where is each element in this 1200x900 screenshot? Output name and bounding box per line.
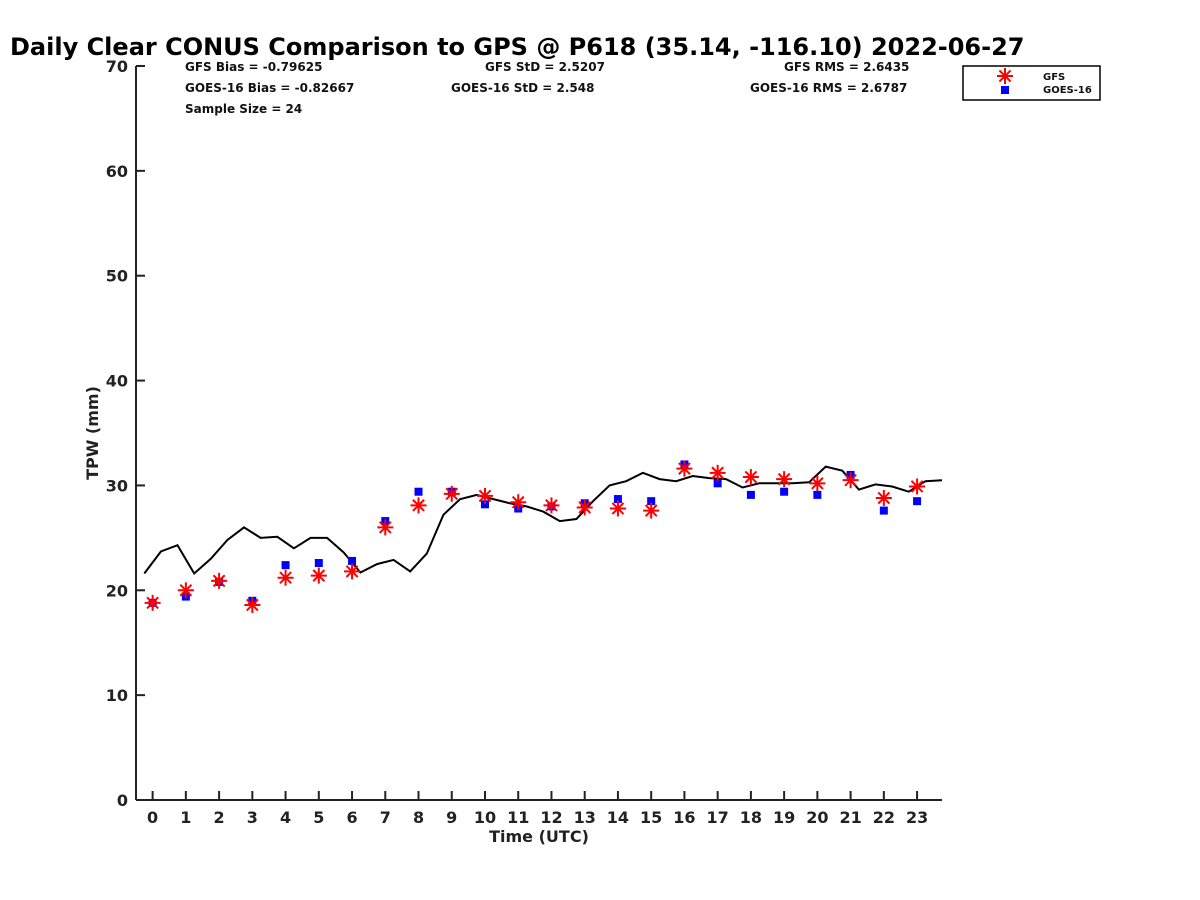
x-tick-label: 14 (607, 808, 629, 827)
gfs-rms-stat: GFS RMS = 2.6435 (784, 60, 909, 74)
x-tick-label: 1 (180, 808, 191, 827)
chart-title: Daily Clear CONUS Comparison to GPS @ P6… (10, 33, 1024, 61)
x-tick-label: 6 (346, 808, 357, 827)
gfs-point (776, 471, 793, 488)
legend-box (962, 65, 1101, 101)
stats-block: GFS Bias = -0.79625 GOES-16 Bias = -0.82… (185, 60, 909, 116)
x-tick-label: 8 (413, 808, 424, 827)
x-tick-label: 10 (474, 808, 496, 827)
gfs-point (277, 569, 294, 586)
goes16-point (813, 490, 822, 499)
x-tick-label: 11 (507, 808, 529, 827)
x-tick-label: 22 (873, 808, 895, 827)
x-tick-label: 19 (773, 808, 795, 827)
gfs-point (543, 497, 560, 514)
x-tick-label: 23 (906, 808, 928, 827)
sample-size-stat: Sample Size = 24 (185, 102, 302, 116)
goes16-point (314, 559, 323, 568)
legend-goes-label: GOES-16 (1043, 85, 1092, 96)
y-tick-label: 70 (106, 57, 128, 76)
goes16-point (713, 479, 722, 488)
goes16-point (348, 556, 357, 565)
gfs-point (809, 475, 826, 492)
x-tick-label: 4 (280, 808, 291, 827)
y-tick-label: 40 (106, 372, 128, 391)
goes16-point (746, 490, 755, 499)
gfs-point (643, 502, 660, 519)
gfs-bias-stat: GFS Bias = -0.79625 (185, 60, 322, 74)
goes-bias-stat: GOES-16 Bias = -0.82667 (185, 81, 354, 95)
x-tick-label: 7 (380, 808, 391, 827)
x-tick-label: 18 (740, 808, 762, 827)
gfs-point (909, 478, 926, 495)
gfs-point (410, 497, 427, 514)
goes16-point (414, 487, 423, 496)
legend-gfs-marker (997, 68, 1013, 84)
gfs-point (443, 485, 460, 502)
goes16-point (780, 487, 789, 496)
gfs-point (609, 500, 626, 517)
gfs-point (476, 487, 493, 504)
y-tick-label: 60 (106, 162, 128, 181)
x-tick-label: 12 (540, 808, 562, 827)
legend-gfs-asterisk (997, 68, 1013, 84)
goes16-point (480, 500, 489, 509)
gfs-point (344, 563, 361, 580)
goes16-point (879, 506, 888, 515)
x-tick-label: 15 (640, 808, 662, 827)
x-tick-label: 0 (147, 808, 158, 827)
goes16-point (281, 561, 290, 570)
y-tick-label: 10 (106, 686, 128, 705)
legend: GFS GOES-16 (962, 65, 1101, 101)
x-tick-label: 16 (673, 808, 695, 827)
gfs-point (576, 499, 593, 516)
goes-std-stat: GOES-16 StD = 2.548 (451, 81, 594, 95)
y-tick-label: 50 (106, 267, 128, 286)
goes16-point (613, 495, 622, 504)
gfs-point (377, 519, 394, 536)
gfs-point (144, 594, 161, 611)
gfs-point (244, 596, 261, 613)
gfs-point (310, 567, 327, 584)
gfs-point (510, 494, 527, 511)
x-axis-label: Time (UTC) (489, 827, 589, 846)
x-tick-label: 5 (313, 808, 324, 827)
goes16-point (647, 497, 656, 506)
goes-rms-stat: GOES-16 RMS = 2.6787 (750, 81, 907, 95)
legend-gfs-label: GFS (1043, 72, 1065, 83)
gfs-point (211, 572, 228, 589)
x-tick-label: 9 (446, 808, 457, 827)
y-tick-label: 20 (106, 581, 128, 600)
gfs-point (676, 460, 693, 477)
gfs-point (875, 490, 892, 507)
y-tick-label: 30 (106, 476, 128, 495)
goes16-point (913, 497, 922, 506)
y-axis-label: TPW (mm) (83, 386, 102, 480)
x-tick-label: 17 (707, 808, 729, 827)
gfs-point (742, 469, 759, 486)
gfs-std-stat: GFS StD = 2.5207 (485, 60, 605, 74)
legend-goes-marker (1001, 86, 1009, 94)
legend-goes-square (1001, 86, 1009, 94)
x-tick-label: 2 (214, 808, 225, 827)
x-tick-label: 13 (574, 808, 596, 827)
x-tick-label: 3 (247, 808, 258, 827)
gps-series-line (143, 465, 943, 576)
gfs-point (842, 472, 859, 489)
y-tick-label: 0 (117, 791, 128, 810)
gfs-point (709, 464, 726, 481)
x-tick-label: 20 (806, 808, 828, 827)
gfs-point (177, 582, 194, 599)
x-tick-label: 21 (839, 808, 861, 827)
